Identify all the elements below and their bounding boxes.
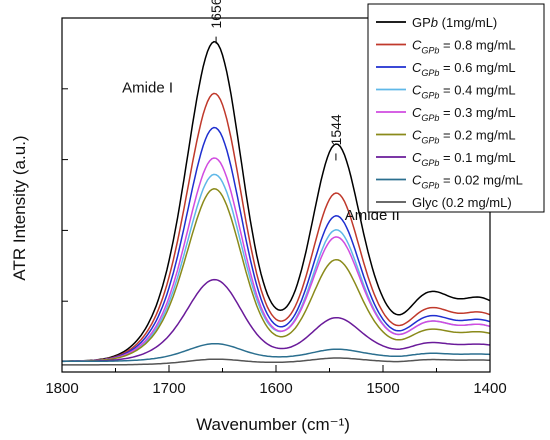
x-tick-label-1800: 1800 [45, 380, 78, 397]
legend: GPb (1mg/mL) CGPb = 0.8 mg/mL CGPb = 0.6 m… [367, 3, 545, 213]
series-line-0 [62, 40, 491, 362]
series-line-1 [62, 92, 491, 362]
y-axis-title: ATR Intensity (a.u.) [10, 135, 29, 280]
legend-label-3: CGPb = 0.4 mg/mL [412, 83, 516, 101]
legend-label-2: CGPb = 0.6 mg/mL [412, 60, 516, 78]
legend-label-4: CGPb = 0.3 mg/mL [412, 105, 516, 123]
x-tick-label-1600: 1600 [259, 380, 292, 397]
annotation-0: Amide I [122, 79, 173, 96]
legend-label-8: Glyc (0.2 mg/mL) [412, 195, 512, 210]
series-lines [62, 40, 491, 366]
axis-ticks: 1800 1700 1600 1500 1400 [45, 88, 507, 397]
legend-label-1: CGPb = 0.8 mg/mL [412, 38, 516, 56]
series-line-6 [62, 278, 491, 363]
peak-label-1656: 1656 [208, 0, 224, 29]
legend-label-0: GPb (1mg/mL) [412, 15, 497, 30]
legend-label-7: CGPb = 0.02 mg/mL [412, 173, 523, 191]
series-line-5 [62, 188, 491, 363]
x-axis-title: Wavenumber (cm⁻¹) [196, 415, 350, 434]
series-line-2 [62, 126, 491, 362]
legend-label-6: CGPb = 0.1 mg/mL [412, 150, 516, 168]
series-line-4 [62, 157, 491, 362]
x-tick-label-1500: 1500 [366, 380, 399, 397]
peak-label-1544: 1544 [328, 114, 344, 145]
series-line-7 [62, 342, 491, 363]
legend-label-5: CGPb = 0.2 mg/mL [412, 128, 516, 146]
x-tick-label-1400: 1400 [473, 380, 506, 397]
x-tick-label-1700: 1700 [152, 380, 185, 397]
legend-frame [367, 3, 545, 213]
series-line-8 [62, 357, 491, 366]
